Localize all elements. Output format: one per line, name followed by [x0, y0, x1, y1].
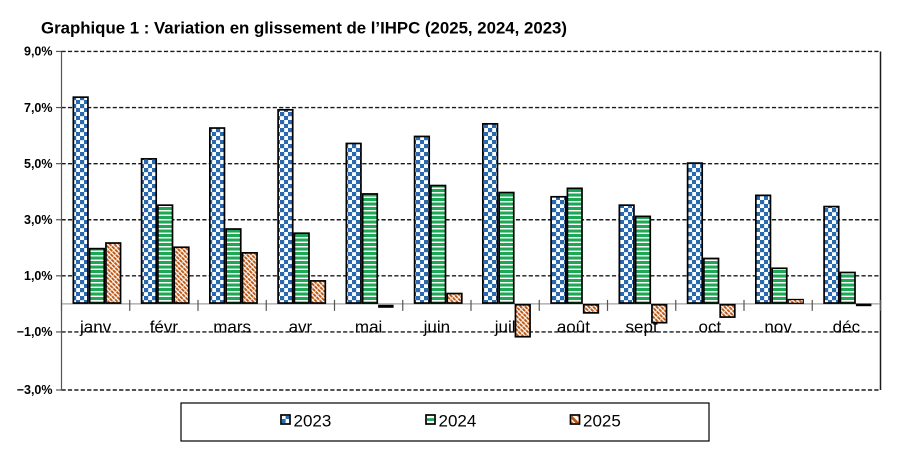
svg-text:août: août — [557, 318, 590, 337]
svg-text:−3,0%: −3,0% — [17, 383, 53, 397]
svg-text:mars: mars — [213, 318, 251, 337]
svg-text:avr: avr — [289, 318, 313, 337]
svg-text:oct: oct — [699, 318, 722, 337]
svg-text:2023: 2023 — [294, 412, 332, 431]
svg-text:mai: mai — [355, 318, 382, 337]
svg-text:déc: déc — [833, 318, 861, 337]
svg-text:févr: févr — [150, 318, 179, 337]
svg-text:janv: janv — [79, 318, 112, 337]
svg-text:sept: sept — [626, 318, 658, 337]
svg-text:1,0%: 1,0% — [24, 269, 53, 283]
svg-text:9,0%: 9,0% — [24, 45, 53, 59]
svg-text:3,0%: 3,0% — [24, 213, 53, 227]
svg-text:juin: juin — [423, 318, 450, 337]
svg-text:juil: juil — [494, 318, 516, 337]
svg-text:2024: 2024 — [439, 412, 477, 431]
svg-text:7,0%: 7,0% — [24, 101, 53, 115]
svg-text:2025: 2025 — [583, 412, 621, 431]
svg-text:Graphique 1 : Variation en gli: Graphique 1 : Variation en glissement de… — [41, 19, 567, 38]
svg-text:nov: nov — [764, 318, 792, 337]
svg-text:−1,0%: −1,0% — [17, 325, 53, 339]
svg-text:5,0%: 5,0% — [24, 157, 53, 171]
